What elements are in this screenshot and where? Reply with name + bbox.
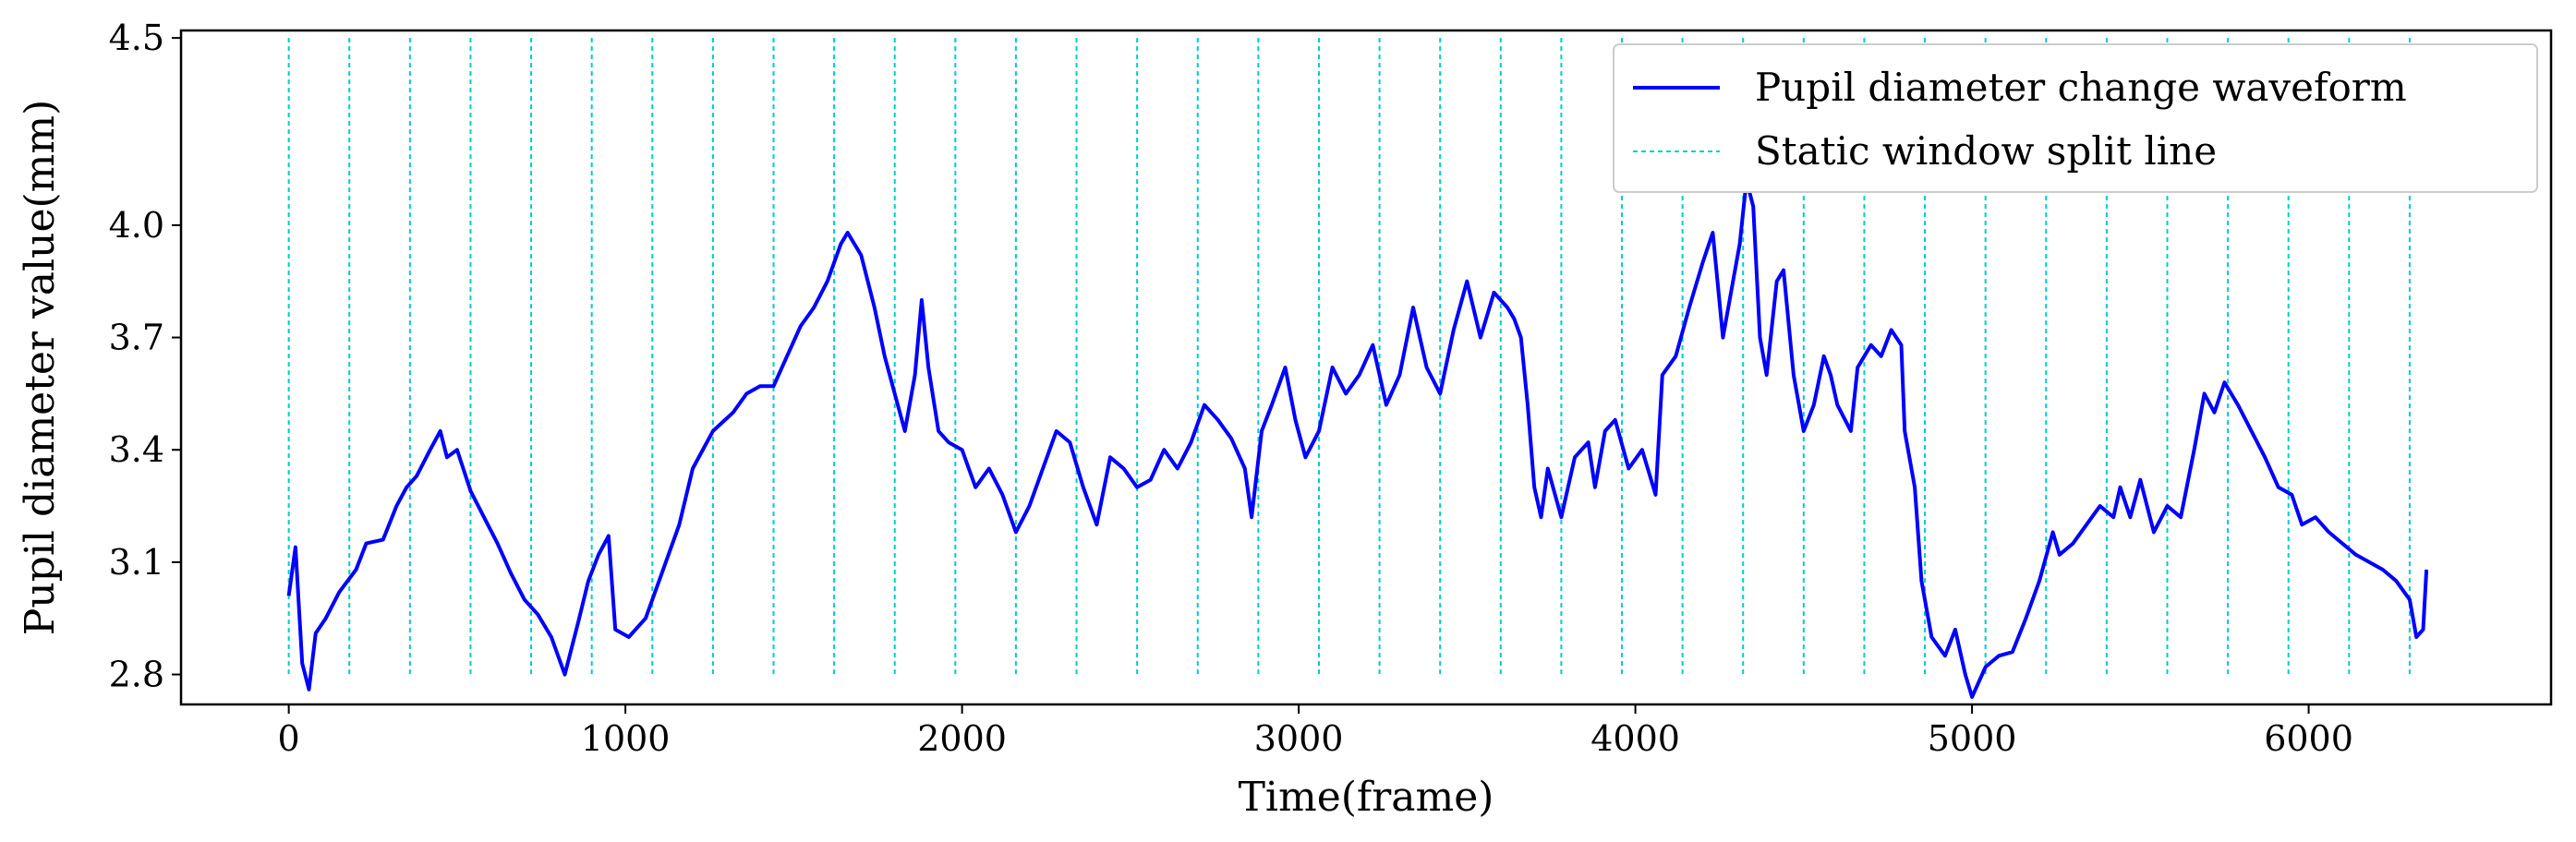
y-tick-label: 3.4 xyxy=(109,429,164,470)
legend: Pupil diameter change waveform Static wi… xyxy=(1613,43,2538,193)
split-lines xyxy=(287,38,2411,675)
x-axis: 0 1000 2000 3000 4000 5000 6000 xyxy=(278,704,2353,759)
pupil-waveform-line xyxy=(286,178,2429,699)
x-tick-label: 5000 xyxy=(1928,718,2017,759)
waveform-layer xyxy=(286,178,2429,699)
x-tick-label: 3000 xyxy=(1254,718,1344,759)
y-axis: 2.8 3.1 3.4 3.7 4.0 4.5 xyxy=(109,18,181,695)
y-tick-label: 2.8 xyxy=(109,655,164,695)
y-tick-label: 3.7 xyxy=(109,318,164,358)
x-tick-label: 0 xyxy=(278,718,300,759)
y-axis-label: Pupil diameter value(mm) xyxy=(17,100,64,636)
x-axis-label: Time(frame) xyxy=(1239,774,1494,821)
y-tick-label: 3.1 xyxy=(109,542,164,583)
y-tick-label: 4.0 xyxy=(109,205,164,246)
legend-label-waveform: Pupil diameter change waveform xyxy=(1755,65,2407,110)
x-tick-label: 6000 xyxy=(2264,718,2353,759)
x-tick-label: 2000 xyxy=(917,718,1007,759)
legend-label-split-line: Static window split line xyxy=(1755,128,2217,174)
y-tick-label: 4.5 xyxy=(109,18,164,58)
legend-box xyxy=(1613,43,2538,193)
plot-frame xyxy=(179,29,2553,706)
x-tick-label: 4000 xyxy=(1590,718,1680,759)
x-tick-label: 1000 xyxy=(581,718,671,759)
